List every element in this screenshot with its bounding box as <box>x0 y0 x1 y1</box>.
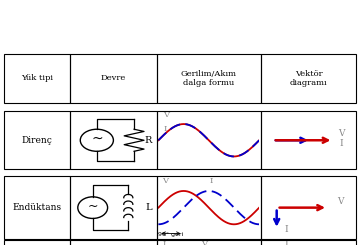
Text: ~: ~ <box>91 132 103 146</box>
Text: Yük tipi: Yük tipi <box>21 74 53 82</box>
Text: I: I <box>162 240 166 245</box>
Text: V: V <box>201 240 207 245</box>
Text: L: L <box>146 203 152 212</box>
Text: I: I <box>339 139 343 148</box>
Text: I: I <box>163 125 167 133</box>
Text: Devre: Devre <box>101 74 126 82</box>
Text: V: V <box>163 111 170 119</box>
Text: I: I <box>284 239 288 245</box>
Text: ~: ~ <box>87 200 98 213</box>
Text: R: R <box>144 136 152 145</box>
Text: V: V <box>338 129 344 138</box>
Text: Endüktans: Endüktans <box>12 203 62 212</box>
Text: 90° geri: 90° geri <box>158 232 184 237</box>
Text: Direnç: Direnç <box>22 136 52 145</box>
Text: Gerilim/Akım
dalga formu: Gerilim/Akım dalga formu <box>181 70 237 87</box>
Text: V: V <box>162 177 168 185</box>
Text: I: I <box>210 177 213 185</box>
Text: I: I <box>284 225 288 234</box>
Text: V: V <box>337 197 344 206</box>
Text: Vektör
diagramı: Vektör diagramı <box>290 70 328 87</box>
